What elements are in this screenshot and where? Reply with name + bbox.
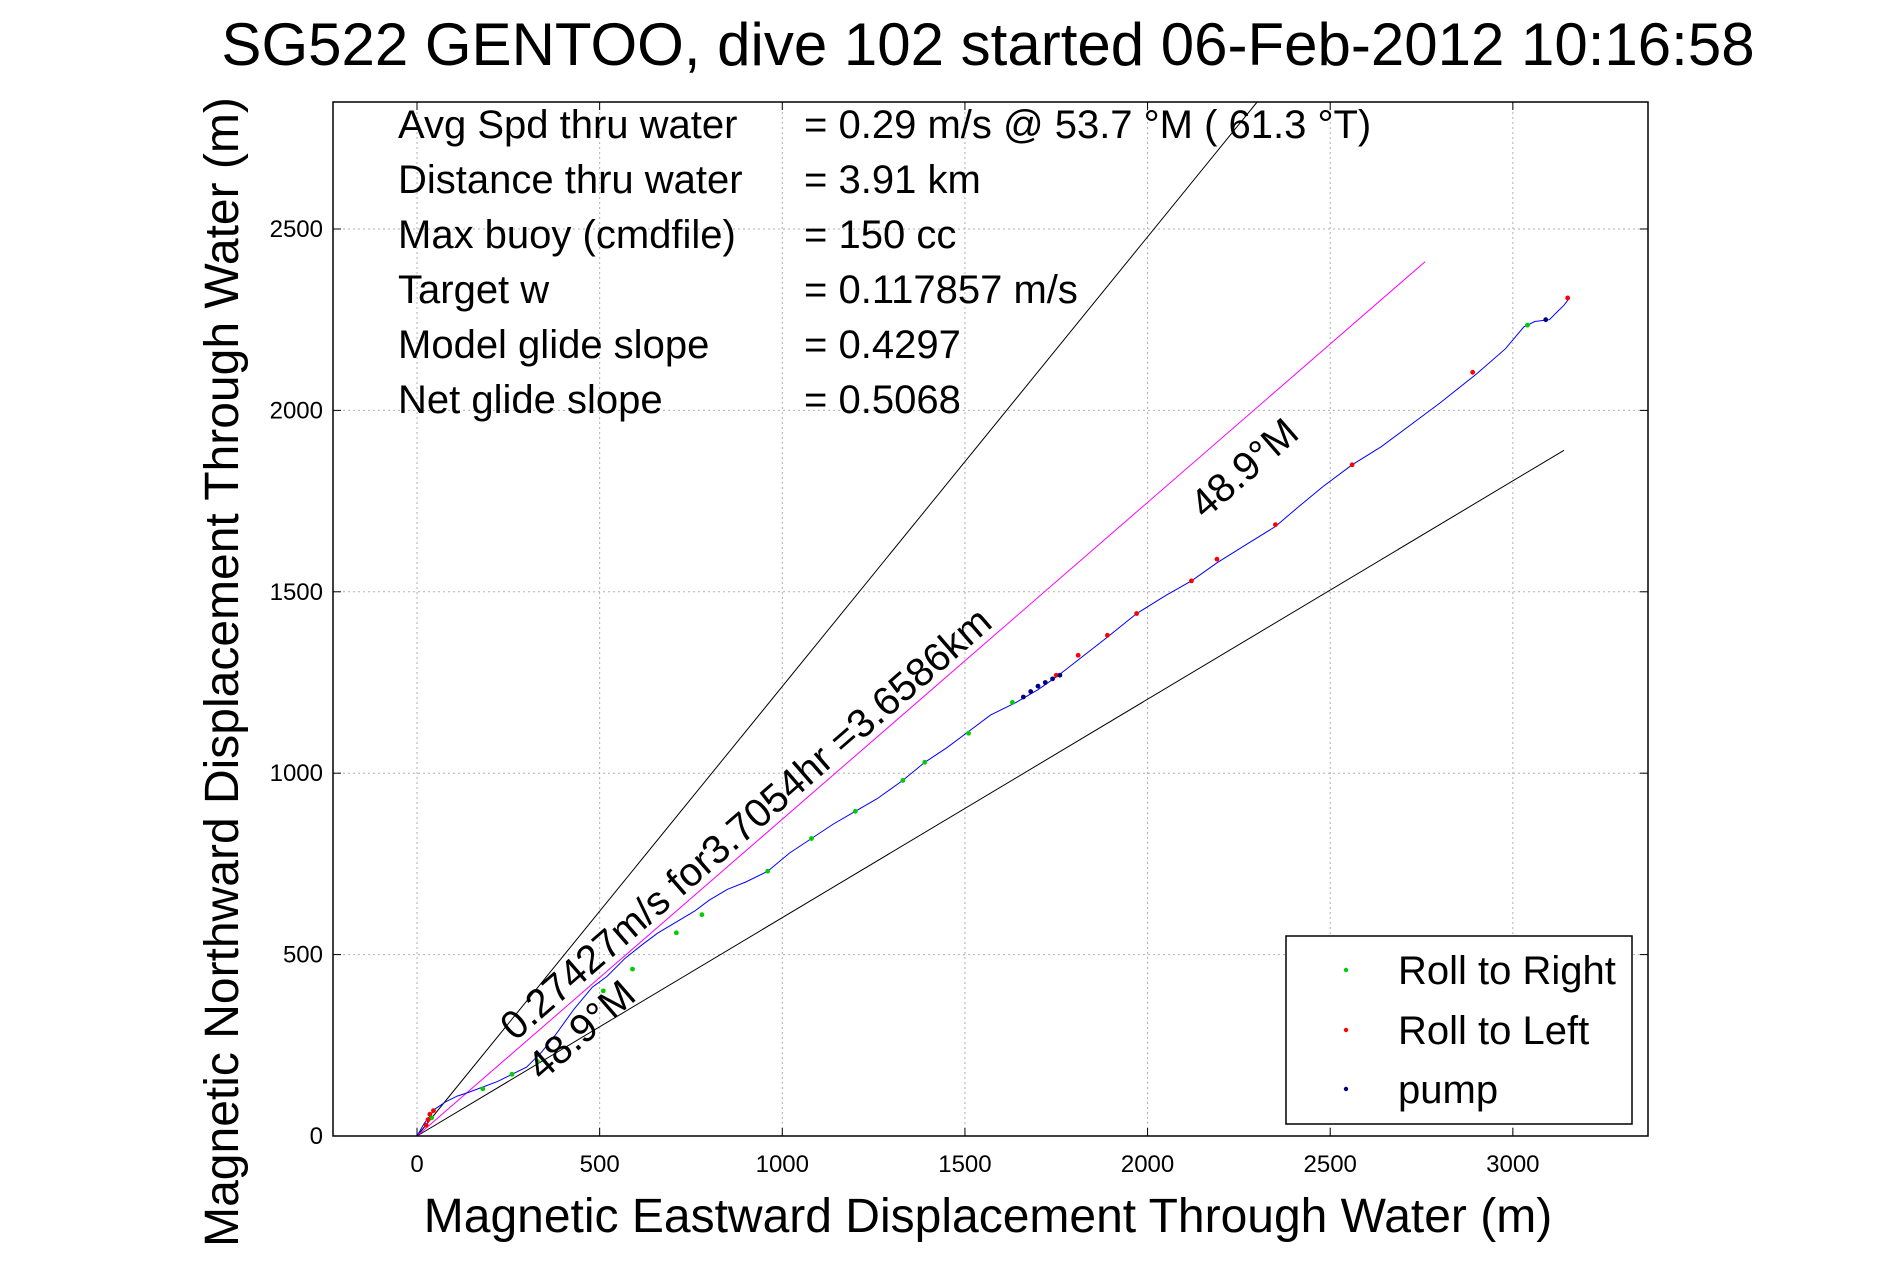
upper-bound-line (416, 101, 1258, 1137)
roll-right-marker (673, 930, 679, 936)
roll-left-marker (1189, 578, 1194, 584)
series-layer (416, 101, 1571, 1137)
roll-right-marker (429, 1115, 435, 1121)
pump-marker (1050, 676, 1055, 682)
x-tick-label: 500 (580, 1151, 620, 1178)
pump-marker (1028, 689, 1034, 694)
roll-right-marker (630, 966, 635, 972)
heading-annotation-upper: 48.9°M (1182, 410, 1307, 527)
roll-right-marker (699, 912, 705, 918)
heading-line (416, 261, 1426, 1137)
roll-left-marker (1075, 652, 1081, 658)
y-tick-label: 1000 (270, 760, 323, 787)
roll-right-marker (600, 988, 606, 994)
info-label-model-glide: Model glide slope (398, 323, 709, 367)
x-tick-label: 1000 (756, 1151, 809, 1178)
info-block: Avg Spd thru water = 0.29 m/s @ 53.7 °M … (398, 103, 1371, 422)
roll-left-marker (427, 1111, 433, 1117)
info-value-net-glide: = 0.5068 (804, 378, 961, 422)
roll-right-marker (922, 759, 928, 765)
info-value-model-glide: = 0.4297 (804, 323, 961, 367)
x-tick-label: 1500 (938, 1151, 991, 1178)
roll-right-marker (966, 730, 971, 736)
roll-left-marker (1349, 462, 1355, 468)
legend-marker-roll-left (1343, 1027, 1349, 1033)
roll-left-marker (1565, 295, 1571, 301)
legend-label-pump: pump (1398, 1068, 1498, 1112)
track-line (416, 297, 1570, 1137)
roll-left-marker (423, 1122, 429, 1128)
pump-marker (1042, 680, 1048, 685)
info-value-distance: = 3.91 km (804, 158, 981, 202)
y-tick-label: 2500 (270, 216, 323, 243)
roll-left-marker (431, 1108, 436, 1114)
roll-right-marker (480, 1086, 486, 1092)
roll-left-marker (1134, 611, 1140, 616)
roll-right-marker (900, 778, 906, 783)
chart-title: SG522 GENTOO, dive 102 started 06-Feb-20… (221, 11, 1754, 78)
roll-left-marker (1470, 369, 1476, 375)
roll-left-marker (1214, 556, 1220, 562)
roll-left-marker (1104, 632, 1110, 638)
info-value-target-w: = 0.117857 m/s (804, 268, 1078, 312)
legend-marker-pump (1343, 1086, 1349, 1092)
pump-marker (1035, 683, 1041, 689)
x-axis-label: Magnetic Eastward Displacement Through W… (424, 1190, 1552, 1243)
y-tick-label: 0 (310, 1123, 323, 1150)
roll-right-marker (1525, 322, 1530, 328)
x-tick-label: 3000 (1486, 1151, 1539, 1178)
lower-bound-line (416, 449, 1565, 1137)
roll-right-marker (809, 836, 814, 841)
roll-right-marker (852, 808, 858, 814)
roll-right-marker (509, 1071, 515, 1077)
y-tick-label: 1500 (270, 579, 323, 606)
info-value-avg-speed: = 0.29 m/s @ 53.7 °M ( 61.3 °T) (804, 103, 1371, 147)
info-label-max-buoy: Max buoy (cmdfile) (398, 213, 736, 257)
x-tick-label: 2000 (1121, 1151, 1174, 1178)
legend-marker-roll-right (1343, 967, 1349, 973)
roll-left-marker (425, 1117, 431, 1123)
pump-marker (1020, 694, 1026, 700)
y-axis-label: Magnetic Northward Displacement Through … (196, 97, 249, 1247)
tick-labels: 0 500 1000 1500 2000 2500 3000 0 500 1000 1500 2000… (270, 102, 1648, 1178)
roll-right-marker (535, 1059, 540, 1065)
plot-area-frame (332, 101, 1649, 1137)
y-tick-label: 500 (283, 942, 323, 969)
y-tick-label: 2000 (270, 397, 323, 424)
roll-right-marker (765, 868, 771, 874)
roll-right-marker (1010, 700, 1015, 705)
legend-label-roll-right: Roll to Right (1398, 949, 1616, 993)
legend-label-roll-left: Roll to Left (1398, 1009, 1589, 1053)
pump-marker (1543, 317, 1549, 323)
legend-box (1285, 935, 1633, 1125)
info-label-target-w: Target w (398, 268, 549, 312)
x-tick-label: 2500 (1304, 1151, 1357, 1178)
info-value-max-buoy: = 150 cc (804, 213, 956, 257)
roll-left-marker (1053, 672, 1059, 678)
pump-marker (1057, 672, 1063, 678)
x-tick-label: 0 (410, 1151, 423, 1178)
info-label-distance: Distance thru water (398, 158, 743, 202)
legend: Roll to Right Roll to Left pump (1285, 935, 1633, 1125)
roll-left-marker (1273, 522, 1278, 528)
speed-annotation: 0.27427m/s for3.7054hr =3.6586km (492, 599, 1000, 1049)
info-label-net-glide: Net glide slope (398, 378, 663, 422)
info-label-avg-speed: Avg Spd thru water (398, 103, 737, 147)
